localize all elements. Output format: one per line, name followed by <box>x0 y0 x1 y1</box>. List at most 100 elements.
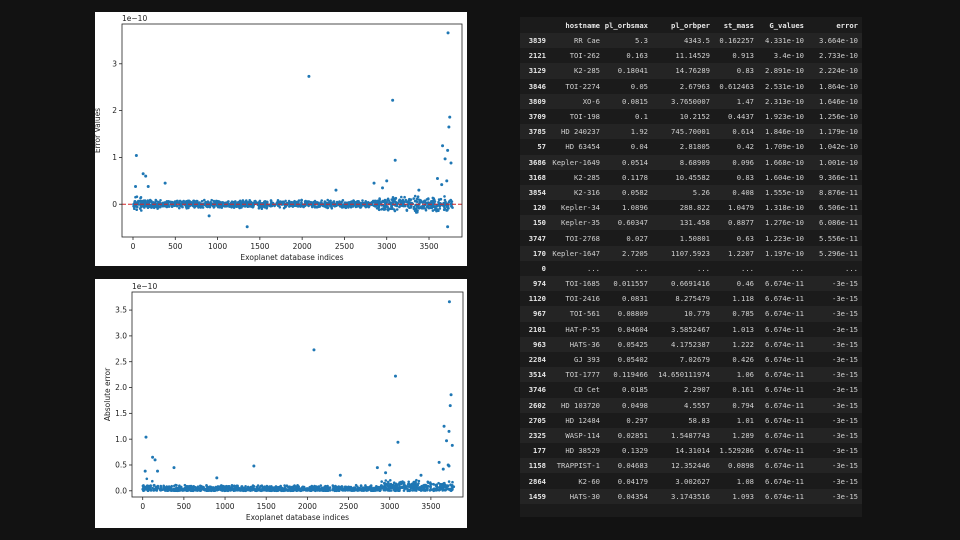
data-point <box>213 489 217 492</box>
outlier-point <box>252 464 256 468</box>
x-tick-label: 0 <box>131 242 136 251</box>
table-cell: 0.119466 <box>613 370 648 380</box>
data-point <box>218 486 221 489</box>
table-row: 120 Kepler-34 1.0896 288.822 1.0479 1.318e-10… <box>520 200 862 216</box>
data-point <box>253 201 256 205</box>
table-cell: 12.352446 <box>671 461 710 471</box>
table-cell: RR Cae <box>574 36 600 46</box>
data-point <box>389 479 392 482</box>
data-point <box>288 485 291 488</box>
outlier-point <box>396 440 400 444</box>
table-cell: 5.296e-11 <box>819 248 858 258</box>
outlier-point <box>153 458 157 462</box>
data-point <box>251 205 255 209</box>
table-row: 3686 Kepler-1649 0.0514 8.68909 0.096 1.668e-… <box>520 154 862 170</box>
data-point <box>439 482 442 486</box>
table-cell: -3e-15 <box>832 339 858 349</box>
table-cell: 0.162257 <box>719 36 754 46</box>
data-point <box>439 197 443 201</box>
data-point <box>139 196 143 199</box>
data-point <box>423 484 427 488</box>
data-point <box>155 488 159 491</box>
data-point <box>241 199 245 202</box>
table-cell: 0.05425 <box>617 339 648 349</box>
data-point <box>235 204 239 208</box>
table-cell: 0.04604 <box>617 324 648 334</box>
data-point <box>274 488 277 492</box>
data-point <box>335 489 338 493</box>
data-point <box>283 484 286 487</box>
data-point <box>386 197 390 201</box>
data-point <box>425 487 429 491</box>
data-point <box>417 479 421 483</box>
data-point <box>135 205 138 208</box>
column-header: G_values <box>769 20 804 30</box>
table-cell: 1.5487743 <box>671 430 710 440</box>
x-tick-label: 0 <box>140 502 145 511</box>
data-point <box>354 487 357 491</box>
table-cell: 1.47 <box>736 96 754 106</box>
table-cell: 5.556e-11 <box>819 233 858 243</box>
y-tick-label: 0.0 <box>115 486 127 495</box>
table-cell: TOI-198 <box>569 112 600 122</box>
outlier-point <box>163 181 167 185</box>
outlier-point <box>146 184 150 188</box>
outlier-point <box>393 158 397 162</box>
table-cell: 3.002627 <box>675 476 710 486</box>
table-row: 2101 HAT-P-55 0.04604 3.5852467 1.013 6.674e-… <box>520 321 862 337</box>
data-point <box>382 199 386 203</box>
data-point <box>442 208 446 212</box>
table-cell: 4.5557 <box>684 400 710 410</box>
data-point <box>391 199 394 202</box>
data-point <box>258 205 262 209</box>
data-point <box>431 201 435 205</box>
table-cell: 1.197e-10 <box>765 248 804 258</box>
x-tick-label: 1000 <box>208 242 227 251</box>
data-point <box>405 209 409 212</box>
data-point <box>390 205 393 208</box>
table-cell: -3e-15 <box>832 491 858 501</box>
data-point <box>332 200 335 204</box>
table-cell: 0.0514 <box>622 157 648 167</box>
data-point <box>197 206 200 209</box>
data-point <box>361 199 364 202</box>
data-point <box>415 197 419 201</box>
data-point <box>291 201 295 204</box>
data-point <box>319 487 322 491</box>
data-point <box>392 481 396 484</box>
y-tick-label: 2.0 <box>115 383 127 392</box>
table-cell: 6.674e-11 <box>765 370 804 380</box>
data-point <box>282 201 286 204</box>
table-cell: 6.674e-11 <box>765 476 804 486</box>
data-point <box>185 207 188 210</box>
data-point <box>413 194 417 198</box>
data-point <box>304 204 307 207</box>
absolute-error-chart-panel: 0 500 1000 1500 2000 2500 3000 3500 0.0 0.5 1.0 1.5… <box>95 279 467 528</box>
data-point <box>434 484 438 487</box>
row-index-cell: 3709 <box>528 112 546 122</box>
table-cell: 0.297 <box>626 415 648 425</box>
data-point <box>431 196 435 200</box>
data-point <box>359 484 363 487</box>
data-point <box>293 487 297 490</box>
data-point <box>266 486 270 489</box>
data-point <box>283 486 287 489</box>
row-index-cell: 1459 <box>528 491 546 501</box>
data-point <box>376 200 379 203</box>
data-point <box>435 489 438 492</box>
table-row: 3846 TOI-2274 0.05 2.67963 0.612463 2.531e-10… <box>520 78 862 94</box>
data-point <box>270 487 274 491</box>
data-point <box>181 488 184 492</box>
table-cell: 0.0898 <box>728 461 754 471</box>
data-point <box>415 205 419 208</box>
data-point <box>252 485 256 488</box>
data-point <box>312 485 316 489</box>
data-point <box>218 206 221 209</box>
outlier-point <box>391 98 395 102</box>
outlier-point <box>375 466 379 470</box>
data-point <box>205 488 208 491</box>
outlier-point <box>441 144 445 148</box>
x-tick-label: 3500 <box>421 502 440 511</box>
data-point <box>420 205 423 208</box>
outlier-point <box>450 443 454 447</box>
